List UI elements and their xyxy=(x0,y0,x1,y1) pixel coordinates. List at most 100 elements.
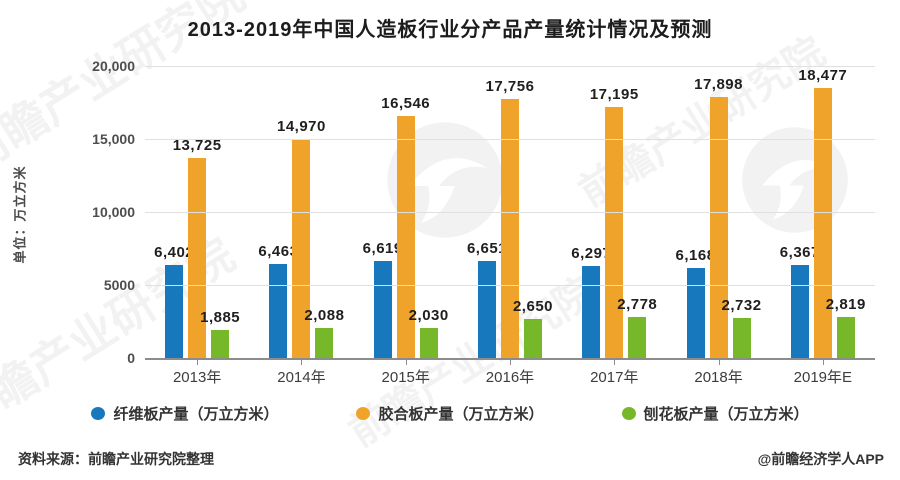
x-tick xyxy=(301,360,303,365)
bar-value-label: 6,168 xyxy=(675,247,716,264)
legend-label: 胶合板产量（万立方米） xyxy=(378,406,544,423)
bar-slot: 1,885 xyxy=(200,68,240,358)
legend: 纤维板产量（万立方米） 胶合板产量（万立方米） 刨花板产量（万立方米） xyxy=(0,403,900,424)
bar xyxy=(477,261,496,358)
bar xyxy=(292,139,311,358)
x-axis-label: 2016年 xyxy=(485,369,535,386)
x-tick xyxy=(614,360,616,365)
bar xyxy=(709,97,728,358)
bar xyxy=(732,318,751,358)
legend-dot-icon xyxy=(91,407,106,420)
x-tick xyxy=(509,360,511,365)
legend-label: 纤维板产量（万立方米） xyxy=(113,406,279,423)
bar-group: 6,463 14,970 2,088 2014年 xyxy=(249,68,353,386)
legend-label: 刨花板产量（万立方米） xyxy=(643,406,809,423)
bar-value-label: 2,650 xyxy=(512,298,554,315)
bar-value-label: 6,367 xyxy=(779,244,820,261)
bar xyxy=(836,317,855,358)
bar-value-label: 6,297 xyxy=(571,245,612,262)
bar xyxy=(628,317,647,358)
bar xyxy=(813,88,832,358)
bar-value-label: 6,463 xyxy=(258,243,299,260)
bar-slot: 6,463 xyxy=(258,68,298,358)
plot-area: 6,402 13,725 1,885 2013年 6,463 14,970 2,088 201… xyxy=(92,58,875,386)
x-axis-label: 2014年 xyxy=(277,369,326,386)
legend-dot-icon xyxy=(621,407,636,420)
y-tick-label: 5000 xyxy=(103,277,135,293)
bar-slot: 13,725 xyxy=(173,68,221,358)
y-tick-label: 15,000 xyxy=(92,131,135,147)
legend-item: 刨花板产量（万立方米） xyxy=(621,403,809,424)
bar-slot: 6,367 xyxy=(780,68,819,358)
x-axis-label: 2018年 xyxy=(694,369,743,386)
bar-value-label: 17,195 xyxy=(589,86,639,103)
gridline xyxy=(145,285,875,286)
bar-value-label: 2,732 xyxy=(721,297,762,314)
bar-value-label: 18,477 xyxy=(798,67,848,84)
bar xyxy=(211,330,230,358)
bar-groups: 6,402 13,725 1,885 2013年 6,463 14,970 2,088 201… xyxy=(145,67,875,386)
x-axis-label: 2019年E xyxy=(793,369,853,386)
bar-value-label: 17,898 xyxy=(694,76,743,93)
bar-slot: 2,030 xyxy=(409,68,448,358)
x-tick xyxy=(718,360,720,365)
bar xyxy=(523,319,542,358)
legend-item: 纤维板产量（万立方米） xyxy=(91,403,278,424)
bar-slot: 17,756 xyxy=(486,68,534,358)
bar-slot: 2,819 xyxy=(826,68,865,358)
bar-group: 6,402 13,725 1,885 2013年 xyxy=(145,68,249,386)
x-tick xyxy=(197,360,199,365)
bar xyxy=(419,328,438,358)
bar-value-label: 6,651 xyxy=(466,240,508,257)
legend-dot-icon xyxy=(356,407,371,420)
bar-slot: 17,195 xyxy=(590,68,638,358)
bar-value-label: 13,725 xyxy=(172,137,222,154)
gridline xyxy=(145,212,875,213)
bar xyxy=(790,265,809,358)
bar-value-label: 6,619 xyxy=(362,240,403,257)
bar-value-label: 16,546 xyxy=(381,95,431,112)
bar-slot: 18,477 xyxy=(798,67,847,358)
bar-group: 6,168 17,898 2,732 2018年 xyxy=(666,68,770,386)
bar xyxy=(582,266,601,358)
bar xyxy=(396,116,415,358)
x-axis-label: 2013年 xyxy=(172,369,222,386)
bar xyxy=(500,99,519,358)
y-tick-label: 10,000 xyxy=(92,204,135,220)
y-tick-label: 20,000 xyxy=(92,58,135,74)
bar-group: 6,619 16,546 2,030 2015年 xyxy=(354,68,458,386)
bar-value-label: 17,756 xyxy=(485,78,535,95)
bar-slot: 6,402 xyxy=(154,68,194,358)
bar-slot: 16,546 xyxy=(381,68,430,358)
credit-note: @前瞻经济学人APP xyxy=(757,451,884,467)
bar-value-label: 2,778 xyxy=(617,296,658,313)
y-tick-label: 0 xyxy=(127,350,135,366)
bar-slot: 6,651 xyxy=(467,68,507,358)
x-tick xyxy=(822,360,824,365)
bar-value-label: 1,885 xyxy=(200,309,241,326)
gridline xyxy=(145,66,875,67)
chart-title: 2013-2019年中国人造板行业分产品产量统计情况及预测 xyxy=(187,19,713,41)
bar xyxy=(373,261,392,358)
legend-item: 胶合板产量（万立方米） xyxy=(356,403,544,424)
gridline xyxy=(145,139,875,140)
bar-value-label: 6,402 xyxy=(154,244,195,261)
bar-value-label: 2,030 xyxy=(408,307,449,324)
bar-slot: 2,088 xyxy=(304,68,344,358)
bar-slot: 2,732 xyxy=(722,68,761,358)
bar-slot: 17,898 xyxy=(694,68,742,358)
bar-value-label: 2,819 xyxy=(825,296,866,313)
bar-value-label: 14,970 xyxy=(276,118,326,135)
bar-group: 6,297 17,195 2,778 2017年 xyxy=(562,68,666,386)
bar xyxy=(686,268,705,358)
bar-slot: 2,778 xyxy=(617,68,657,358)
bar xyxy=(269,264,288,358)
bar-slot: 6,297 xyxy=(571,68,611,358)
bar-slot: 2,650 xyxy=(513,68,553,358)
bar-value-label: 2,088 xyxy=(304,307,345,324)
bar-slot: 6,168 xyxy=(676,68,715,358)
bar-group: 6,651 17,756 2,650 2016年 xyxy=(458,68,562,386)
x-tick xyxy=(405,360,407,365)
x-axis-label: 2015年 xyxy=(381,369,430,386)
